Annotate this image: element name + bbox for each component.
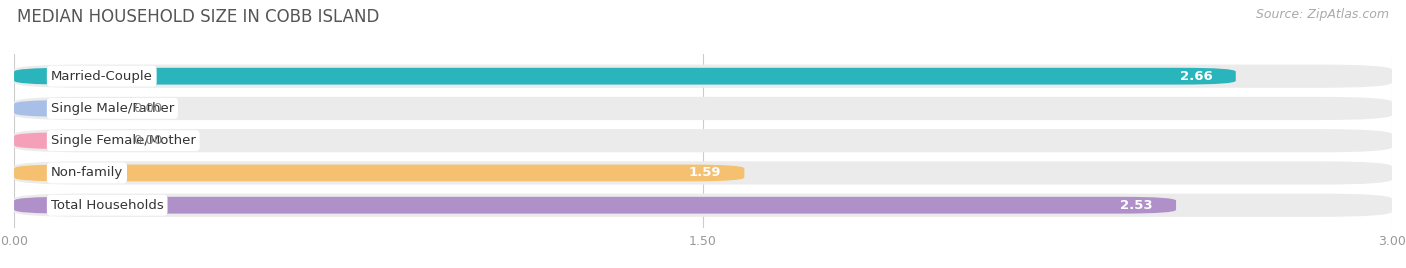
FancyBboxPatch shape [14, 132, 97, 149]
FancyBboxPatch shape [14, 65, 1392, 88]
Text: Non-family: Non-family [51, 166, 124, 180]
Text: 2.53: 2.53 [1121, 199, 1153, 212]
Text: 2.66: 2.66 [1180, 70, 1213, 83]
Text: Single Male/Father: Single Male/Father [51, 102, 174, 115]
FancyBboxPatch shape [14, 100, 97, 117]
Text: Single Female/Mother: Single Female/Mother [51, 134, 195, 147]
FancyBboxPatch shape [14, 68, 1236, 85]
Text: Married-Couple: Married-Couple [51, 70, 153, 83]
FancyBboxPatch shape [14, 97, 1392, 120]
FancyBboxPatch shape [14, 193, 1392, 217]
FancyBboxPatch shape [14, 165, 744, 181]
Text: 0.00: 0.00 [134, 102, 163, 115]
Text: 0.00: 0.00 [134, 134, 163, 147]
Text: Total Households: Total Households [51, 199, 163, 212]
FancyBboxPatch shape [14, 129, 1392, 152]
FancyBboxPatch shape [14, 197, 1175, 214]
Text: 1.59: 1.59 [689, 166, 721, 180]
FancyBboxPatch shape [14, 161, 1392, 185]
Text: MEDIAN HOUSEHOLD SIZE IN COBB ISLAND: MEDIAN HOUSEHOLD SIZE IN COBB ISLAND [17, 8, 380, 26]
Text: Source: ZipAtlas.com: Source: ZipAtlas.com [1256, 8, 1389, 21]
